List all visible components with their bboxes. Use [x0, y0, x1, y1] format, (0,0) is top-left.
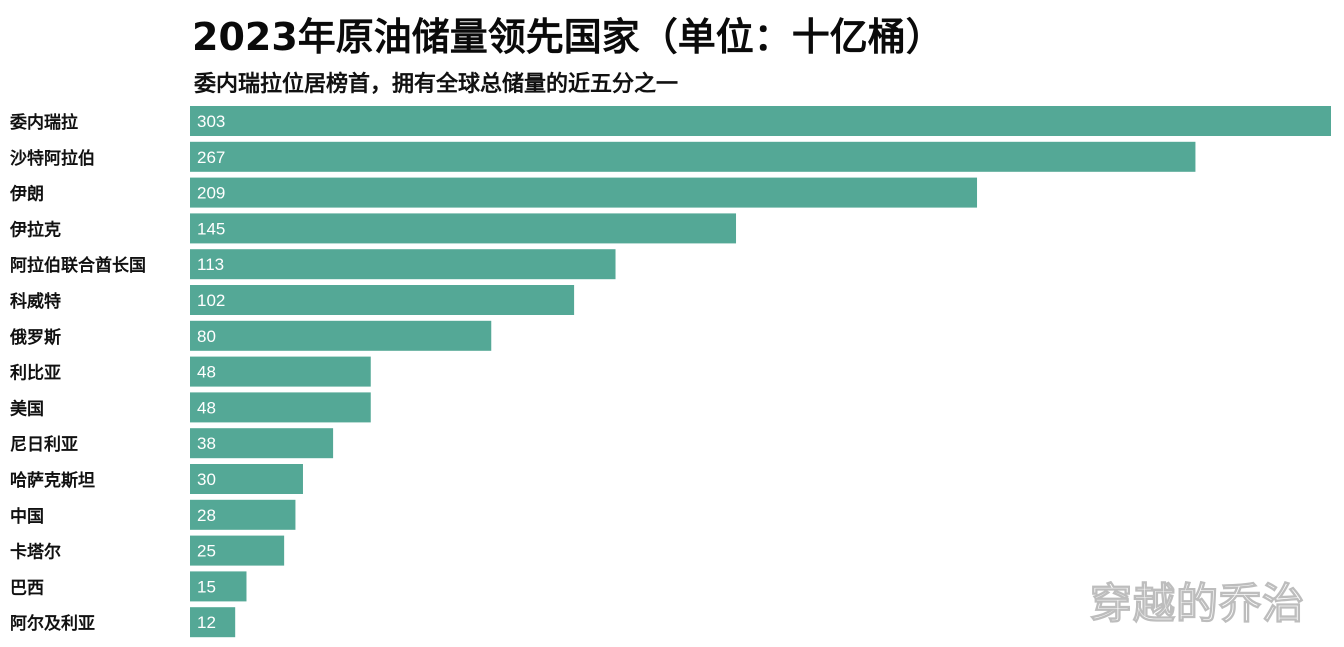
- category-label: 阿拉伯联合酋长国: [10, 255, 146, 276]
- bar: [190, 535, 285, 566]
- bar: [190, 249, 616, 280]
- category-label: 尼日利亚: [10, 434, 78, 455]
- bar-value-label: 102: [197, 291, 225, 310]
- category-label: 科威特: [10, 291, 61, 312]
- bar: [190, 106, 1331, 136]
- category-label: 巴西: [10, 578, 44, 598]
- bar: [190, 392, 371, 423]
- bar: [190, 571, 247, 602]
- bar: [190, 499, 296, 530]
- bar-value-label: 25: [197, 542, 216, 561]
- bar-value-label: 48: [197, 398, 216, 417]
- chart-subtitle: 委内瑞拉位居榜首，拥有全球总储量的近五分之一: [194, 72, 679, 97]
- chart-title: 2023年原油储量领先国家（单位：十亿桶）: [192, 15, 944, 59]
- bar: [190, 428, 334, 459]
- category-label: 沙特阿拉伯: [10, 148, 95, 169]
- category-label: 伊拉克: [9, 219, 61, 240]
- bar-value-label: 267: [197, 148, 225, 167]
- bar: [190, 213, 737, 244]
- bar-value-label: 28: [197, 506, 216, 525]
- category-label: 中国: [10, 506, 44, 527]
- bar: [190, 141, 1196, 172]
- bar: [190, 607, 236, 638]
- bar: [190, 285, 575, 315]
- category-label: 委内瑞拉: [9, 112, 78, 133]
- bar-value-label: 80: [197, 327, 216, 346]
- bar-value-label: 15: [197, 577, 216, 596]
- bar: [190, 320, 492, 351]
- category-label: 美国: [10, 398, 44, 419]
- bar-value-label: 145: [197, 219, 225, 238]
- bar-value-label: 113: [197, 255, 224, 274]
- bar-value-label: 48: [197, 363, 216, 382]
- bar: [190, 464, 303, 494]
- watermark: 穿越的乔治: [1089, 579, 1306, 629]
- category-label: 阿尔及利亚: [10, 613, 95, 634]
- category-label: 伊朗: [9, 184, 44, 205]
- bar-value-label: 209: [197, 184, 225, 203]
- bar-value-label: 30: [197, 470, 216, 489]
- category-label: 哈萨克斯坦: [10, 470, 95, 491]
- bar-value-label: 38: [197, 434, 216, 453]
- bar-value-label: 12: [197, 613, 216, 632]
- bar: [190, 177, 978, 208]
- bar-value-label: 303: [197, 112, 225, 131]
- bar: [190, 356, 371, 387]
- bars-group: 委内瑞拉 303 沙特阿拉伯 267 伊朗 209 伊拉克 145 阿拉伯联合酋长国 113 科威特…: [9, 106, 1331, 638]
- category-label: 俄罗斯: [9, 327, 61, 348]
- category-label: 卡塔尔: [10, 542, 61, 563]
- category-label: 利比亚: [10, 363, 61, 384]
